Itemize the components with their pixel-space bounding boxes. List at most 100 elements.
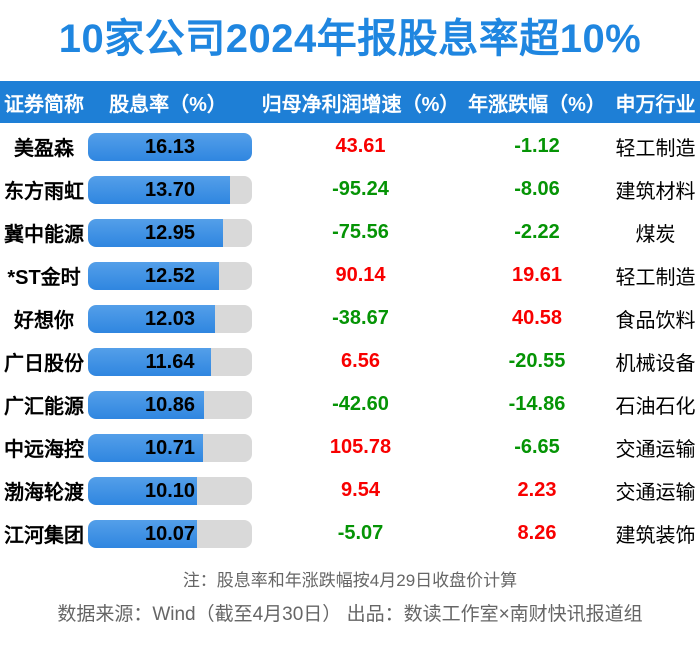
year-change-value: -1.12 — [514, 135, 560, 157]
bar-fill — [88, 304, 215, 333]
profit-growth-value: -42.60 — [332, 393, 389, 415]
dividend-yield-value: 10.71 — [144, 436, 196, 459]
table-row: 江河集团 10.07 -5.07 8.26 建筑装饰 — [0, 512, 700, 555]
dividend-yield-value: 10.10 — [144, 479, 196, 502]
security-name: 渤海轮渡 — [4, 482, 84, 504]
table-row: 渤海轮渡 10.10 9.54 2.23 交通运输 — [0, 469, 700, 512]
industry-label: 煤炭 — [635, 224, 676, 246]
industry-label: 轻工制造 — [615, 267, 696, 289]
table-row: 冀中能源 12.95 -75.56 -2.22 煤炭 — [0, 211, 700, 254]
table-row: *ST金时 12.52 90.14 19.61 轻工制造 — [0, 254, 700, 297]
table-row: 广汇能源 10.86 -42.60 -14.86 石油石化 — [0, 383, 700, 426]
industry-label: 机械设备 — [615, 353, 696, 375]
column-header-year-change: 年涨跌幅（%） — [468, 93, 606, 116]
security-name: 美盈森 — [14, 138, 74, 160]
industry-label: 轻工制造 — [615, 138, 696, 160]
security-name: 广汇能源 — [4, 396, 84, 418]
security-name: 广日股份 — [4, 353, 84, 375]
industry-label: 食品饮料 — [615, 310, 696, 332]
industry-label: 建筑材料 — [615, 181, 696, 203]
table-row: 好想你 12.03 -38.67 40.58 食品饮料 — [0, 297, 700, 340]
profit-growth-value: -38.67 — [332, 307, 389, 329]
dividend-yield-value: 16.13 — [144, 135, 196, 158]
dividend-yield-bar-cell: 11.64 — [88, 347, 258, 376]
bar-track: 13.70 — [88, 175, 252, 204]
bar-track: 12.95 — [88, 218, 252, 247]
column-header-profit-growth: 归母净利润增速（%） — [261, 93, 460, 116]
dividend-yield-value: 13.70 — [144, 178, 196, 201]
profit-growth-value: 9.54 — [341, 479, 380, 501]
dividend-yield-value: 10.07 — [144, 522, 196, 545]
table-body: 美盈森 16.13 43.61 -1.12 轻工制造 东方雨虹 13.70 -9… — [0, 123, 700, 555]
security-name: *ST金时 — [7, 267, 81, 289]
column-header-dividend-yield: 股息率（%） — [109, 93, 227, 116]
bar-track: 12.03 — [88, 304, 252, 333]
security-name: 冀中能源 — [4, 224, 84, 246]
dividend-yield-value: 10.86 — [144, 393, 196, 416]
dividend-yield-value: 11.64 — [145, 350, 195, 373]
table-row: 广日股份 11.64 6.56 -20.55 机械设备 — [0, 340, 700, 383]
industry-label: 石油石化 — [615, 396, 696, 418]
security-name: 中远海控 — [4, 439, 84, 461]
infographic-page: 10家公司2024年报股息率超10% 证券简称 股息率（%） 归母净利润增速（%… — [0, 16, 700, 646]
dividend-yield-bar-cell: 10.10 — [88, 476, 258, 505]
bar-track: 10.10 — [88, 476, 252, 505]
dividend-yield-value: 12.52 — [144, 264, 196, 287]
year-change-value: -6.65 — [514, 436, 560, 458]
table-row: 东方雨虹 13.70 -95.24 -8.06 建筑材料 — [0, 168, 700, 211]
dividend-yield-bar-cell: 16.13 — [88, 132, 258, 161]
dividend-yield-bar-cell: 12.95 — [88, 218, 258, 247]
year-change-value: 2.23 — [517, 479, 557, 501]
bar-track: 11.64 — [88, 347, 252, 376]
table-row: 美盈森 16.13 43.61 -1.12 轻工制造 — [0, 125, 700, 168]
footnote: 注：股息率和年涨跌幅按4月29日收盘价计算 — [182, 571, 518, 590]
table-header-row: 证券简称 股息率（%） 归母净利润增速（%） 年涨跌幅（%） 申万行业 — [0, 81, 700, 123]
year-change-value: 8.26 — [517, 522, 557, 544]
bar-fill — [88, 433, 203, 462]
profit-growth-value: 105.78 — [329, 436, 392, 458]
dividend-yield-value: 12.03 — [144, 307, 196, 330]
dividend-yield-bar-cell: 10.86 — [88, 390, 258, 419]
dividend-yield-bar-cell: 10.71 — [88, 433, 258, 462]
data-source-line: 数据来源：Wind（截至4月30日） 出品：数读工作室×南财快讯报道组 — [57, 604, 643, 625]
bar-fill — [88, 261, 220, 290]
year-change-value: -20.55 — [508, 350, 566, 372]
dividend-yield-value: 12.95 — [144, 221, 196, 244]
bar-track: 10.07 — [88, 519, 252, 548]
year-change-value: 19.61 — [511, 264, 563, 286]
bar-track: 10.86 — [88, 390, 252, 419]
profit-growth-value: -75.56 — [332, 221, 389, 243]
bar-fill — [88, 347, 212, 376]
dividend-yield-bar-cell: 12.03 — [88, 304, 258, 333]
year-change-value: -2.22 — [514, 221, 560, 243]
profit-growth-value: 6.56 — [341, 350, 380, 372]
security-name: 江河集团 — [4, 525, 84, 547]
industry-label: 建筑装饰 — [615, 525, 696, 547]
table-row: 中远海控 10.71 105.78 -6.65 交通运输 — [0, 426, 700, 469]
year-change-value: -14.86 — [508, 393, 566, 415]
bar-fill — [88, 390, 205, 419]
profit-growth-value: -95.24 — [332, 178, 389, 200]
column-header-industry: 申万行业 — [615, 93, 696, 116]
page-title: 10家公司2024年报股息率超10% — [58, 17, 642, 61]
bar-fill — [88, 218, 224, 247]
profit-growth-value: 90.14 — [335, 264, 386, 286]
security-name: 东方雨虹 — [4, 181, 84, 203]
column-header-security-name: 证券简称 — [4, 93, 84, 116]
dividend-yield-bar-cell: 10.07 — [88, 519, 258, 548]
industry-label: 交通运输 — [615, 482, 696, 504]
dividend-yield-bar-cell: 12.52 — [88, 261, 258, 290]
year-change-value: 40.58 — [511, 307, 563, 329]
security-name: 好想你 — [14, 310, 74, 332]
bar-track: 10.71 — [88, 433, 252, 462]
bar-track: 12.52 — [88, 261, 252, 290]
bar-fill — [88, 175, 230, 204]
bar-fill — [88, 132, 252, 161]
profit-growth-value: -5.07 — [337, 522, 384, 544]
bar-fill — [88, 519, 197, 548]
industry-label: 交通运输 — [615, 439, 696, 461]
year-change-value: -8.06 — [514, 178, 560, 200]
bar-track: 16.13 — [88, 132, 252, 161]
profit-growth-value: 43.61 — [335, 135, 386, 157]
bar-fill — [88, 476, 198, 505]
